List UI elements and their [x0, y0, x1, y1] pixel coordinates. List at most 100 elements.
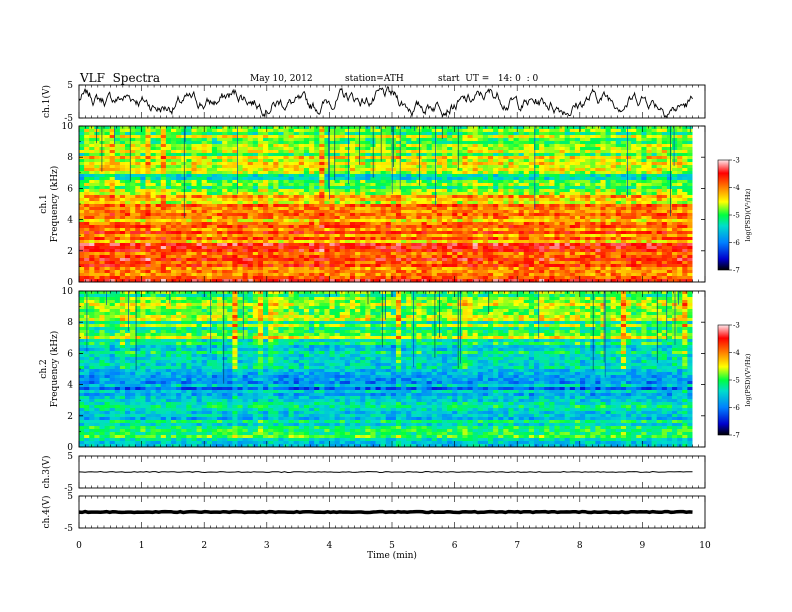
ch1-spectrogram-cell	[518, 216, 525, 220]
ch1-spectrogram-cell	[528, 129, 535, 133]
ch1-spectrogram-cell	[656, 243, 663, 247]
ch1-spectrogram-cell	[268, 213, 274, 217]
ch1-spectrogram-cell	[171, 150, 177, 154]
ch1-spectrogram-cell	[365, 207, 371, 211]
ch1-spectrogram-cell	[421, 153, 428, 157]
ch1-spectrogram-cell	[426, 159, 433, 163]
ch1-spectrogram-cell	[508, 213, 514, 217]
ch1-spectrogram-cell	[498, 195, 504, 199]
ch1-spectrogram-cell	[457, 207, 463, 211]
ch1-spectrogram-cell	[528, 222, 535, 226]
ch1-spectrogram-cell	[467, 138, 474, 142]
ch1-spectrogram-cell	[559, 231, 566, 235]
ch1-spectrogram-cell	[441, 168, 448, 172]
ch1-spectrogram-cell	[518, 198, 525, 202]
ch1-spectrogram-cell	[237, 243, 243, 247]
ch1-spectrogram-cell	[421, 159, 428, 163]
ch1-spectrogram-cell	[641, 132, 647, 136]
ch1-spectrogram-cell	[104, 228, 111, 232]
ch1-spectrogram-cell	[436, 150, 443, 154]
ch1-spectrogram-cell	[487, 186, 494, 190]
ch1-spectrogram-cell	[395, 168, 402, 172]
ch1-spectrogram-cell	[580, 147, 586, 151]
ch1-spectrogram-cell	[452, 171, 458, 175]
ch1-spectrogram-cell	[125, 180, 131, 184]
ch1-spectrogram-cell	[523, 189, 530, 193]
ch1-spectrogram-cell	[395, 153, 402, 157]
ch1-spectrogram-cell	[615, 192, 622, 196]
ch1-spectrogram-cell	[355, 216, 361, 220]
ch1-spectrogram-cell	[677, 174, 683, 178]
ch1-spectrogram-cell	[206, 174, 213, 178]
ch1-spectrogram-cell	[411, 207, 417, 211]
ch1-spectrogram-cell	[523, 132, 530, 136]
ch1-spectrogram-cell	[477, 204, 484, 208]
ch1-spectrogram-cell	[329, 156, 336, 160]
ch1-spectrogram-cell	[125, 135, 131, 139]
ch1-spectrogram-cell	[324, 225, 330, 229]
ch1-spectrogram-cell	[191, 204, 197, 208]
ch1-spectrogram-cell	[344, 249, 351, 253]
ch1-spectrogram-cell	[334, 234, 341, 238]
ch1-spectrogram-cell	[559, 207, 566, 211]
ch1-spectrogram-cell	[411, 147, 417, 151]
ch1-spectrogram-cell	[89, 156, 95, 160]
ch1-spectrogram-cell	[462, 168, 468, 172]
ch1-spectrogram-cell	[472, 195, 479, 199]
ch1-spectrogram-cell	[309, 207, 315, 211]
ch1-spectrogram-cell	[206, 231, 213, 235]
ch1-spectrogram-cell	[196, 237, 203, 241]
ch1-spectrogram-cell	[303, 195, 310, 199]
ch1-spectrogram-cell	[656, 186, 663, 190]
ch1-spectrogram-cell	[329, 162, 336, 166]
ch1-spectrogram-cell	[666, 177, 673, 181]
ch1-spectrogram-cell	[298, 240, 305, 244]
ch1-spectrogram-cell	[590, 168, 596, 172]
ch1-spectrogram-cell	[661, 198, 668, 202]
ch1-spectrogram-cell	[375, 237, 382, 241]
ch1-spectrogram-cell	[211, 195, 218, 199]
ch1-spectrogram-cell	[457, 159, 463, 163]
ch1-spectrogram-cell	[590, 189, 596, 193]
ch1-spectrogram-cell	[574, 189, 581, 193]
ch1-spectrogram-cell	[615, 162, 622, 166]
ch1-spectrogram-cell	[288, 246, 295, 250]
ch1-spectrogram-cell	[84, 177, 90, 181]
ch1-spectrogram-cell	[487, 177, 494, 181]
ch1-spectrogram-cell	[278, 141, 284, 145]
ch1-spectrogram-cell	[385, 144, 392, 148]
ch1-spectrogram-cell	[191, 186, 197, 190]
ch1-spectrogram-cell	[334, 219, 341, 223]
ch1-spectrogram-cell	[360, 132, 366, 136]
ch1-spectrogram-cell	[672, 144, 678, 148]
ch1-spectrogram-cell	[99, 249, 105, 253]
ch1-spectrogram-cell	[666, 231, 673, 235]
ch1-spectrogram-cell	[196, 177, 203, 181]
ch1-spectrogram-cell	[518, 219, 525, 223]
ch1-spectrogram-cell	[130, 135, 136, 139]
ch1-spectrogram-cell	[523, 183, 530, 187]
ch1-spectrogram-cell	[395, 219, 402, 223]
ch1-spectrogram-cell	[278, 204, 284, 208]
ch1-spectrogram-cell	[314, 186, 320, 190]
ch1-spectrogram-cell	[257, 135, 264, 139]
ch1-spectrogram-cell	[355, 129, 361, 133]
ch1-spectrogram-cell	[273, 210, 279, 214]
ch1-spectrogram-cell	[441, 159, 448, 163]
ch1-spectrogram-cell	[590, 153, 596, 157]
ch1-spectrogram-cell	[125, 192, 131, 196]
ch1-spectrogram-cell	[109, 234, 116, 238]
ch1-spectrogram-cell	[523, 243, 530, 247]
ch1-spectrogram-cell	[140, 180, 146, 184]
ch1-spectrogram-cell	[268, 171, 274, 175]
ch1-spectrogram-cell	[150, 249, 157, 253]
ch1-spectrogram-cell	[493, 189, 499, 193]
ch1-spectrogram-cell	[268, 198, 274, 202]
ch1-spectrogram-cell	[477, 195, 484, 199]
ch1-spectrogram-cell	[687, 246, 693, 250]
ch1-spectrogram-cell	[656, 237, 663, 241]
ch1-spectrogram-cell	[109, 162, 116, 166]
ch1-spectrogram-cell	[135, 249, 141, 253]
ch1-spectrogram-cell	[155, 132, 162, 136]
ch1-spectrogram-cell	[104, 246, 111, 250]
